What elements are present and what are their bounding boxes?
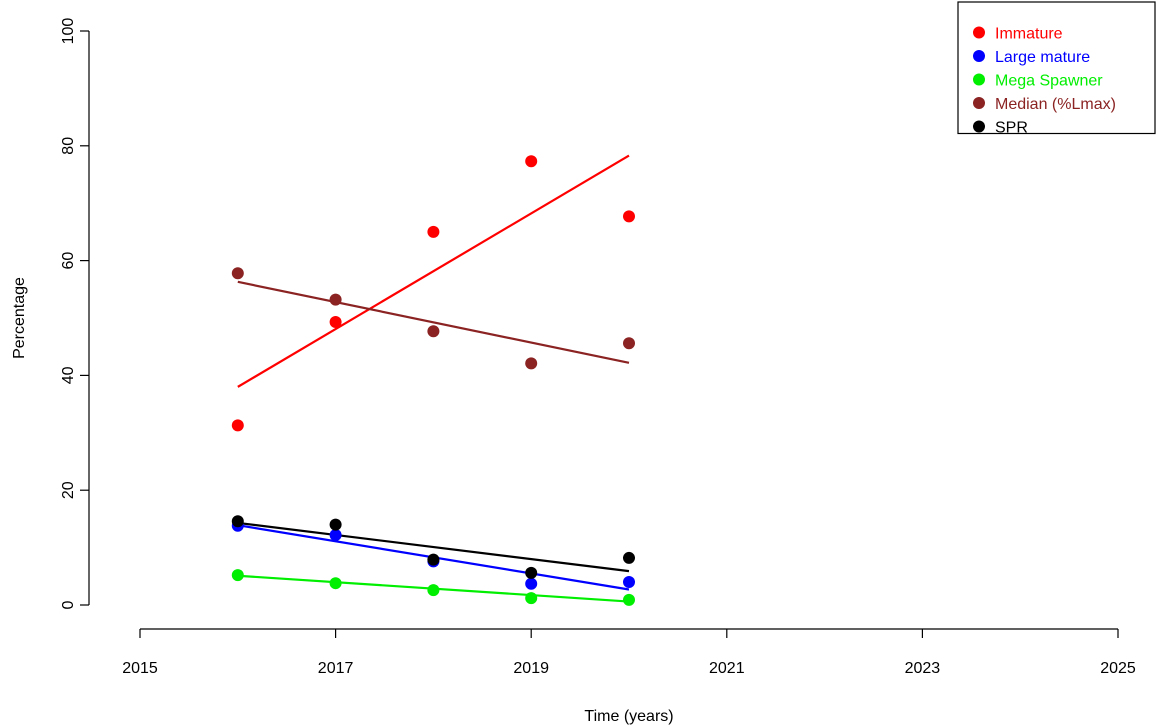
x-tick-label: 2017 (318, 660, 354, 677)
data-point-immature (427, 225, 440, 238)
legend-label-large-mature: Large mature (995, 49, 1090, 66)
x-tick-label: 2015 (122, 660, 158, 677)
data-point-large-mature (329, 528, 342, 541)
legend-label-mega-spawner: Mega Spawner (995, 73, 1103, 90)
data-point-immature (623, 210, 635, 223)
y-tick-label: 100 (60, 18, 77, 45)
legend-label-spr: SPR (995, 120, 1028, 137)
data-point-median-lmax (427, 325, 440, 338)
data-point-median-lmax (231, 267, 244, 280)
legend-marker-spr (973, 120, 985, 133)
data-point-spr (525, 566, 538, 579)
y-axis-title: Percentage (11, 277, 28, 359)
trend-line-immature (237, 154, 630, 388)
data-point-immature (525, 155, 538, 168)
data-point-mega-spawner (623, 593, 635, 606)
trend-lines (237, 154, 630, 603)
x-tick-label: 2019 (513, 660, 549, 677)
x-tick-label: 2023 (905, 660, 941, 677)
data-point-mega-spawner (427, 584, 440, 597)
y-tick-label: 60 (60, 252, 77, 270)
legend-box (957, 1, 1156, 135)
legend-label-immature: Immature (995, 26, 1063, 43)
x-axis-title: Time (years) (584, 708, 673, 725)
legend-marker-immature (973, 26, 985, 39)
data-point-median-lmax (329, 293, 342, 306)
data-point-spr (427, 553, 440, 566)
data-point-mega-spawner (231, 569, 244, 582)
data-point-immature (231, 419, 244, 432)
trend-line-median-lmax (237, 280, 630, 364)
data-point-median-lmax (525, 357, 538, 370)
y-tick-label: 40 (60, 366, 77, 384)
trend-line-spr (237, 521, 630, 573)
data-point-large-mature (525, 577, 538, 590)
data-point-spr (623, 551, 635, 564)
legend: Immature Large mature Mega Spawner Median (… (957, 1, 1156, 137)
data-point-mega-spawner (525, 592, 538, 605)
y-tick-label: 20 (60, 481, 77, 499)
y-tick-label: 80 (60, 137, 77, 155)
data-point-median-lmax (623, 337, 635, 350)
legend-marker-mega-spawner (973, 73, 985, 86)
legend-marker-median-lmax (973, 97, 985, 109)
data-point-immature (329, 316, 342, 329)
data-point-mega-spawner (329, 577, 342, 590)
data-point-spr (231, 515, 244, 528)
legend-label-median-lmax: Median (%Lmax) (995, 96, 1116, 113)
axes: 2015 2017 2019 2021 2023 2025 0 20 40 60 80 100 Time… (11, 18, 1136, 725)
legend-marker-large-mature (973, 50, 985, 62)
data-point-large-mature (623, 576, 635, 589)
x-tick-label: 2025 (1100, 660, 1136, 677)
data-points (231, 155, 635, 606)
x-tick-label: 2021 (709, 660, 745, 677)
y-tick-label: 0 (60, 600, 77, 609)
data-point-spr (329, 518, 342, 531)
